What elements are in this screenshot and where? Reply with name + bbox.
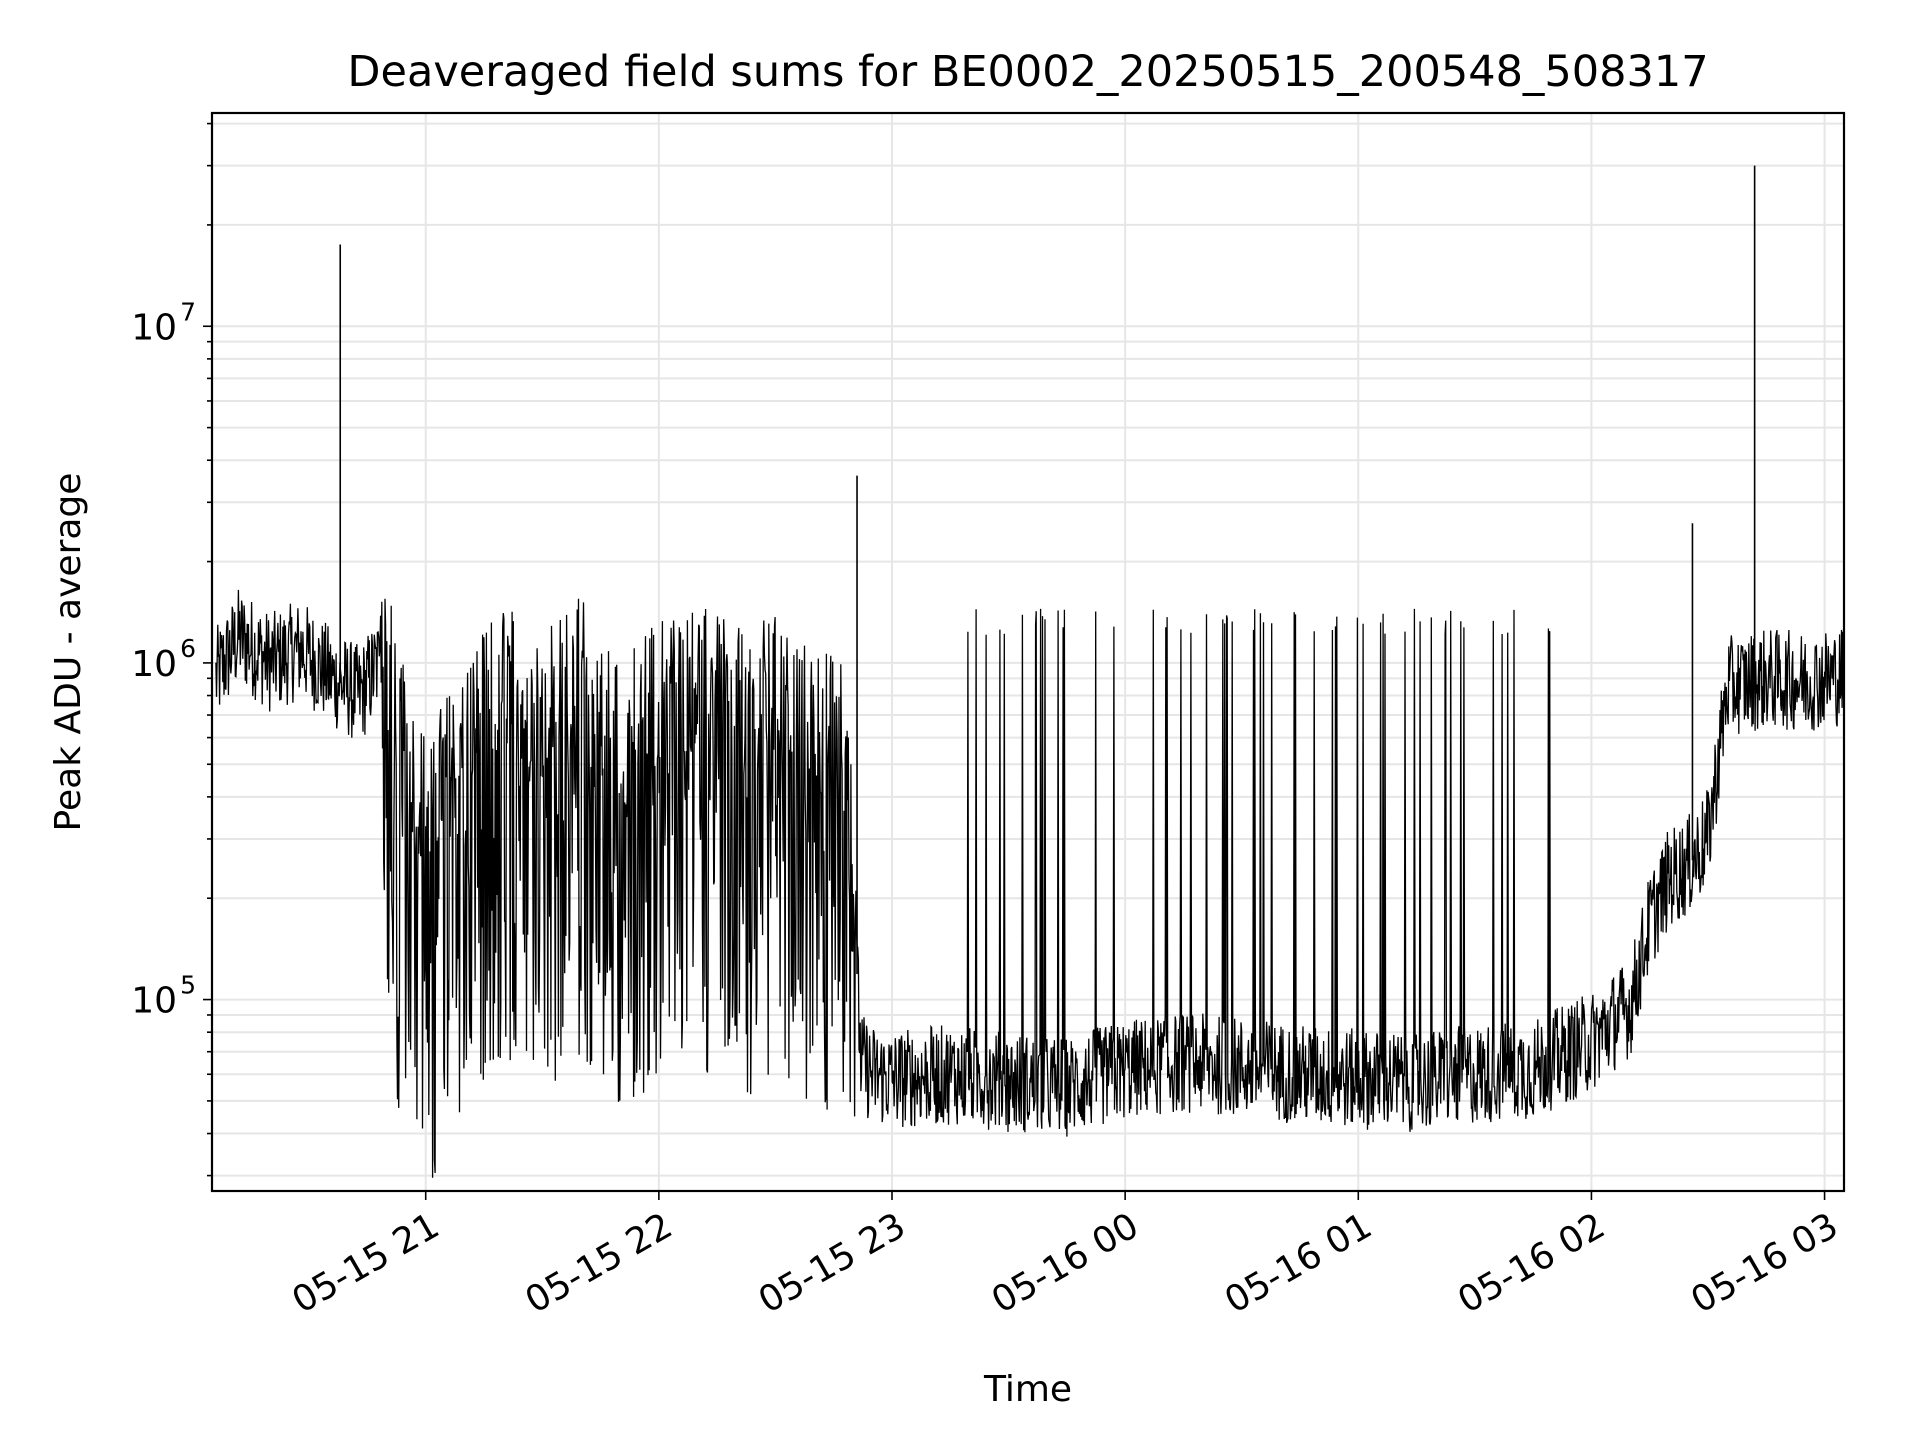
x-axis-label: Time <box>983 1369 1072 1410</box>
y-tick-label: 10 <box>131 307 177 348</box>
y-tick-exponent: 7 <box>180 297 196 326</box>
y-axis-label: Peak ADU - average <box>48 473 89 832</box>
y-tick-exponent: 5 <box>180 971 196 1000</box>
y-tick-exponent: 6 <box>180 634 196 663</box>
plot-frame <box>210 111 1846 1193</box>
series-line <box>215 589 1844 1178</box>
chart-title: Deaveraged field sums for BE0002_2025051… <box>347 47 1708 97</box>
y-tick-label: 10 <box>131 644 177 685</box>
series-layer <box>215 165 1844 1178</box>
y-tick-label: 10 <box>131 981 177 1022</box>
